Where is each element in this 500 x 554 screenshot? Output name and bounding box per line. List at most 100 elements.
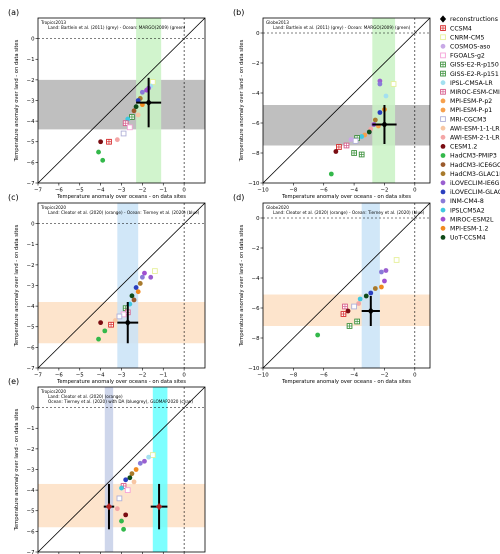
data-point xyxy=(393,257,400,263)
x-tick-label: −3 xyxy=(118,188,126,194)
data-point xyxy=(129,293,135,299)
data-point xyxy=(131,297,137,303)
data-point xyxy=(123,512,129,518)
data-point xyxy=(358,151,365,158)
legend-label: MRI-CGCM3 xyxy=(450,116,486,123)
legend-marker xyxy=(440,25,446,31)
data-point xyxy=(351,150,357,156)
panel-subtitle: Land: Bartlein et al. (2011) (grey) - Oc… xyxy=(273,25,411,30)
y-tick-label: 0 xyxy=(256,31,260,37)
data-point xyxy=(124,487,131,493)
legend-label: IPSL-CM5A-LR xyxy=(450,80,493,87)
y-tick-label: −5 xyxy=(27,325,35,331)
legend-label: iLOVECLIM-GLAC1D xyxy=(450,189,500,196)
x-tick-label: −1 xyxy=(159,373,167,379)
y-tick-label: −4 xyxy=(27,119,36,125)
y-tick-label: −7 xyxy=(27,366,35,372)
data-point xyxy=(137,460,143,466)
data-point xyxy=(108,321,114,328)
data-point xyxy=(149,79,156,85)
y-axis-label: Temperature anomaly over land - on data … xyxy=(239,39,245,162)
y-tick-label: 0 xyxy=(31,222,35,228)
data-point xyxy=(139,89,145,95)
y-tick-label: −6 xyxy=(252,306,261,312)
x-tick-label: −10 xyxy=(257,188,269,194)
land-band xyxy=(38,79,205,130)
land-band xyxy=(263,105,430,146)
legend-label: HadCM3-GLAC1D xyxy=(450,171,500,178)
x-tick-label: −1 xyxy=(159,188,167,194)
y-tick-label: −7 xyxy=(27,181,35,187)
recon-marker xyxy=(155,502,163,511)
data-point xyxy=(345,308,351,314)
data-point xyxy=(342,303,348,310)
axes-frame xyxy=(262,17,431,184)
data-point xyxy=(354,318,360,325)
y-tick-label: −8 xyxy=(252,151,261,157)
y-tick-label: −1 xyxy=(27,57,35,63)
data-point xyxy=(133,285,139,290)
panel-title: Globe2013 xyxy=(266,20,289,25)
data-point xyxy=(382,278,387,284)
data-point xyxy=(98,139,104,145)
x-tick-label: −4 xyxy=(350,188,359,194)
x-tick-label: −4 xyxy=(350,373,359,379)
panel-subtitle2: Ocean: Tierney et al. (2020) with DA (bl… xyxy=(48,399,193,404)
data-point xyxy=(116,495,123,502)
data-point xyxy=(98,320,104,326)
legend-marker xyxy=(440,180,446,186)
data-point xyxy=(351,303,357,310)
legend-marker xyxy=(439,15,447,23)
data-point xyxy=(340,311,347,317)
y-tick-label: −3 xyxy=(27,283,35,289)
legend-marker xyxy=(440,153,446,158)
y-axis-label: Temperature anomaly over land - on data … xyxy=(14,408,20,531)
x-tick-label: −4 xyxy=(97,373,106,379)
axes-frame xyxy=(262,202,431,369)
legend-marker xyxy=(440,43,446,49)
data-point xyxy=(142,458,147,464)
legend-marker xyxy=(440,80,446,86)
panel-title: Tropics2013 xyxy=(40,20,66,25)
legend-marker xyxy=(440,134,446,140)
legend-label: CNRM-CM5 xyxy=(450,34,484,41)
x-tick-label: −10 xyxy=(257,373,269,379)
y-tick-label: −7 xyxy=(27,550,35,554)
y-axis-label: Temperature anomaly over land - on data … xyxy=(239,224,245,347)
plot-area xyxy=(263,18,430,183)
data-point xyxy=(125,116,131,122)
legend-marker xyxy=(440,207,446,213)
legend-marker xyxy=(440,198,446,204)
data-point xyxy=(357,296,363,302)
panel-2: −10 −8 −6 −4 −2 0 −10 −8 −6 −4 −2 0 (b) Globe2013Land… xyxy=(233,8,431,200)
legend-marker xyxy=(440,189,446,195)
legend-label: CESM1.2 xyxy=(450,144,477,151)
legend-marker xyxy=(440,162,446,168)
panel-title: Tropics2020 xyxy=(40,205,66,210)
plot-area xyxy=(38,18,205,183)
legend-label: INM-CM4-8 xyxy=(450,198,484,205)
data-point xyxy=(126,124,133,131)
data-point xyxy=(366,129,372,135)
one-to-one-line xyxy=(38,387,205,552)
y-tick-label: −4 xyxy=(252,91,261,97)
y-tick-label: −1 xyxy=(27,242,35,248)
data-point xyxy=(336,144,342,150)
x-tick-label: −5 xyxy=(76,373,84,379)
legend-marker xyxy=(440,125,446,131)
one-to-one-line xyxy=(263,203,430,368)
one-to-one-line xyxy=(263,18,430,183)
data-point xyxy=(149,452,156,458)
legend-marker xyxy=(440,216,446,222)
y-tick-label: −2 xyxy=(252,246,260,252)
y-tick-label: −3 xyxy=(27,98,35,104)
legend-label: IPSLCM5A2 xyxy=(450,207,485,214)
legend-label: UoT-CCSM4 xyxy=(450,235,486,242)
legend-marker xyxy=(440,61,446,68)
data-point xyxy=(152,268,158,274)
x-tick-label: 0 xyxy=(182,373,186,379)
recon-marker xyxy=(145,98,152,107)
legend-label: FGOALS-g2 xyxy=(450,53,485,60)
data-point xyxy=(131,108,137,114)
x-tick-label: −2 xyxy=(138,373,146,379)
